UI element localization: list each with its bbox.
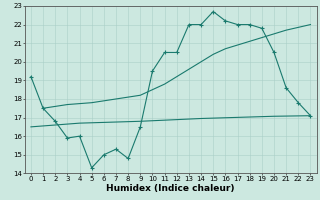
X-axis label: Humidex (Indice chaleur): Humidex (Indice chaleur): [107, 184, 235, 193]
